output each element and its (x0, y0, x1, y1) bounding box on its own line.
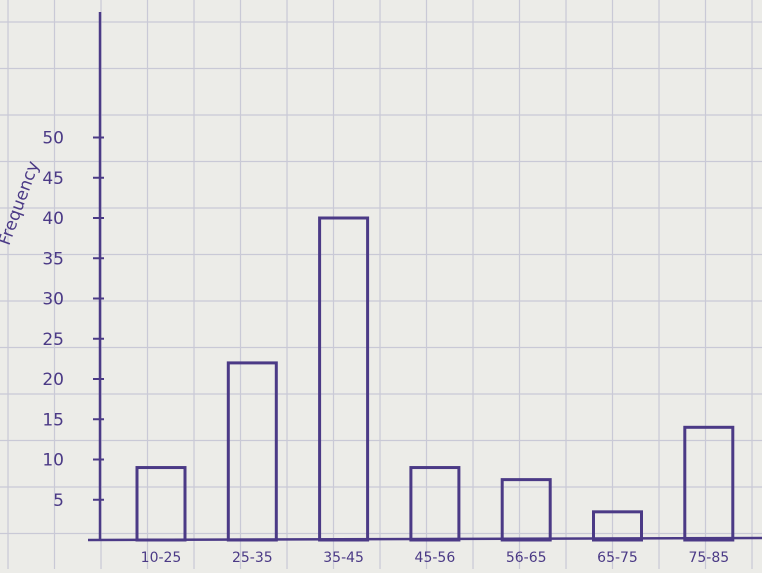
y-tick-label: 15 (42, 410, 64, 430)
bar-35-45 (318, 216, 370, 542)
y-tick-label: 25 (42, 330, 64, 350)
bar-65-75 (592, 510, 643, 542)
x-tick-label: 75-85 (688, 550, 729, 566)
x-tick-label: 10-25 (141, 550, 182, 566)
y-tick-label: 5 (53, 491, 64, 511)
x-tick-label: 56-65 (506, 550, 547, 566)
bar-25-35 (226, 361, 278, 542)
bar-10-25 (135, 466, 187, 542)
x-tick-labels: 10-25 25-35 35-45 45-56 56-65 65-75 75-85 (141, 550, 729, 566)
y-tick-label: 30 (42, 290, 64, 310)
y-axis-label: Frequency (0, 159, 44, 248)
bar-45-56 (409, 466, 461, 542)
x-tick-label: 25-35 (232, 550, 273, 566)
bar-56-65 (500, 478, 552, 542)
y-tick-label: 20 (42, 370, 64, 390)
bar-75-85 (683, 425, 735, 542)
bars (135, 216, 735, 542)
y-tick-label: 45 (42, 169, 64, 189)
y-tick-label: 10 (42, 451, 64, 471)
y-ticks: 5 10 15 20 25 30 35 40 45 50 (42, 129, 104, 511)
axes (87, 12, 762, 542)
x-tick-label: 65-75 (597, 550, 638, 566)
y-tick-label: 40 (42, 209, 64, 229)
x-tick-label: 35-45 (323, 550, 364, 566)
y-tick-label: 50 (42, 129, 64, 149)
y-tick-label: 35 (42, 249, 64, 269)
x-tick-label: 45-56 (415, 550, 456, 566)
